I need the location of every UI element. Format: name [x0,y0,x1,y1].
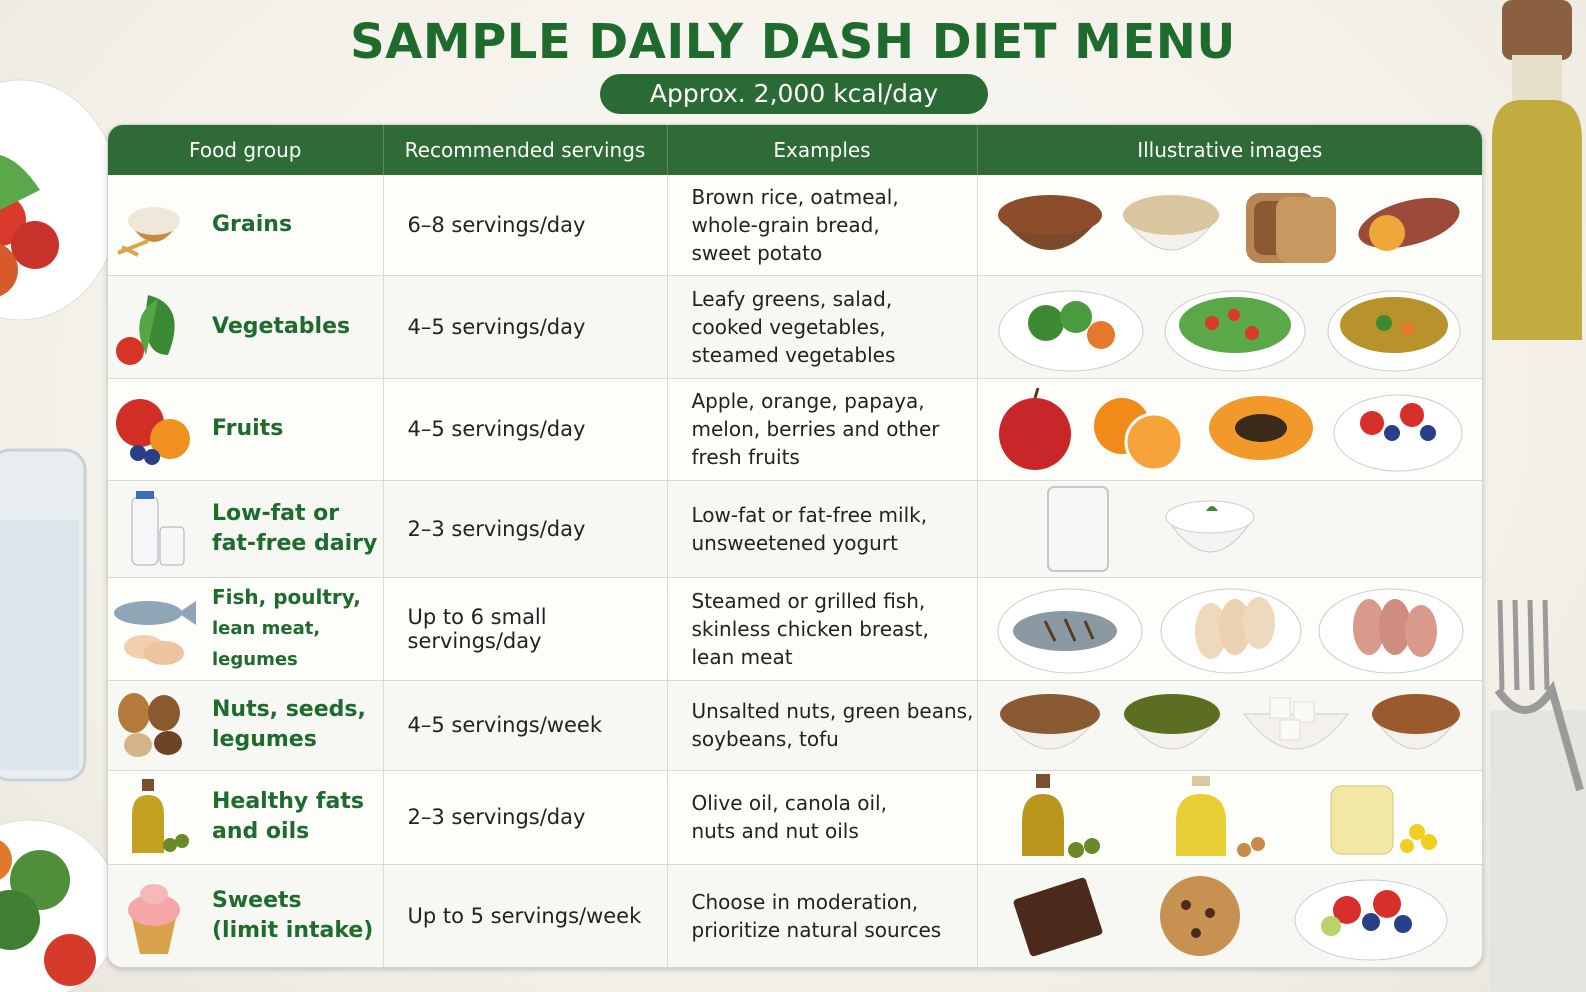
group-name: Fish, poultry, lean meat, legumes [212,582,383,675]
grilled-fish-icon [997,588,1143,673]
table-row: Fruits 4–5 servings/day Apple, orange, p… [108,378,1482,481]
berries-bowl-icon [1333,394,1463,472]
examples-cell: Apple, orange, papaya, melon, berries an… [667,378,978,481]
table-header-row: Food group Recommended servings Examples… [108,125,1482,175]
nut-oil-jar-icon [1330,785,1438,855]
servings-cell: Up to 6 small servings/day [383,577,668,681]
canola-oil-icon [1175,776,1265,857]
yogurt-bowl-icon [1164,500,1255,552]
examples-cell: Steamed or grilled fish, skinless chicke… [667,577,978,681]
vegetable-soup-icon [1327,290,1461,371]
fruits-icon [116,399,190,465]
almonds-bowl-icon [1371,694,1461,750]
water-glass-decoration [0,448,87,782]
table-row: Healthy fats and oils 2–3 servings/day O… [108,770,1482,865]
group-name-line: Fish, poultry, [212,585,361,609]
apple-icon [998,387,1071,470]
column-header-examples: Examples [667,125,978,175]
table-row: Vegetables 4–5 servings/day Leafy greens… [108,275,1482,379]
servings-cell: 4–5 servings/week [383,680,668,771]
oil-bottle-icon [132,779,189,853]
group-name: Sweets (limit intake) [212,887,374,943]
examples-cell: Low-fat or fat-free milk, unsweetened yo… [667,480,978,578]
brown-rice-icon [998,194,1103,250]
servings-cell: 4–5 servings/day [383,378,668,481]
orange-icon [1093,398,1184,472]
salad-icon [1164,290,1306,371]
servings-cell: 2–3 servings/day [383,770,668,865]
group-name: Vegetables [212,313,351,339]
servings-cell: 2–3 servings/day [383,480,668,578]
column-header-images: Illustrative images [977,125,1482,175]
diet-menu-table-card: Food group Recommended servings Examples… [107,124,1483,968]
fish-poultry-icon [114,600,196,665]
bread-icon [1246,192,1337,263]
diet-menu-table: Food group Recommended servings Examples… [108,125,1482,967]
table-row: Low-fat or fat-free dairy 2–3 servings/d… [108,480,1482,578]
examples-cell: Olive oil, canola oil, nuts and nut oils [667,770,978,865]
group-name: Healthy fats and oils [212,789,364,844]
oatmeal-icon [1122,194,1221,251]
tofu-bowl-icon [1242,697,1349,750]
cookie-icon [1159,875,1240,956]
milk-glass-icon [1046,485,1109,572]
green-beans-bowl-icon [1122,694,1221,750]
servings-cell: Up to 5 servings/week [383,864,668,967]
sweet-potato-icon [1358,197,1460,251]
table-row: Sweets (limit intake) Up to 5 servings/w… [108,864,1482,967]
cooked-vegetables-icon [998,290,1144,371]
nuts-bowl-icon [998,694,1101,750]
examples-cell: Leafy greens, salad, cooked vegetables, … [667,275,978,379]
examples-cell: Choose in moderation, prioritize natural… [667,864,978,967]
lean-meat-icon [1318,588,1464,673]
cupcake-icon [128,883,180,954]
broccoli-bowl-decoration [0,819,110,992]
servings-cell: 6–8 servings/day [383,175,668,276]
olive-oil-bottle-decoration [1492,0,1582,340]
salad-bowl-decoration [0,79,110,320]
calorie-badge: Approx. 2,000 kcal/day [600,74,988,114]
vegetables-icon [116,294,175,365]
grains-icon [117,206,180,257]
examples-cell: Unsalted nuts, green beans, soybeans, to… [667,680,978,771]
column-header-servings: Recommended servings [383,125,668,175]
chicken-breast-icon [1160,588,1302,673]
nuts-icon [118,693,182,757]
group-name: Fruits [212,416,284,441]
chocolate-icon [1013,877,1103,956]
dairy-icon [131,490,185,565]
fruit-bowl-icon [1294,879,1448,961]
table-row: Nuts, seeds, legumes 4–5 servings/week U… [108,680,1482,771]
group-name: Nuts, seeds, legumes [212,697,366,752]
olive-oil-icon [1022,774,1101,858]
group-name-subline: lean meat, legumes [212,618,321,670]
table-row: Fish, poultry, lean meat, legumes Up to 6… [108,577,1482,681]
group-name: Low-fat or fat-free dairy [212,500,378,556]
fork-decoration [1490,599,1586,992]
table-row: Grains 6–8 servings/day Brown rice, oatm… [108,175,1482,276]
page-title: SAMPLE DAILY DASH DIET MENU [350,14,1236,70]
column-header-food-group: Food group [108,125,384,175]
servings-cell: 4–5 servings/day [383,275,668,379]
examples-cell: Brown rice, oatmeal, whole-grain bread, … [667,175,978,276]
papaya-icon [1208,396,1313,460]
group-name: Grains [212,211,293,237]
